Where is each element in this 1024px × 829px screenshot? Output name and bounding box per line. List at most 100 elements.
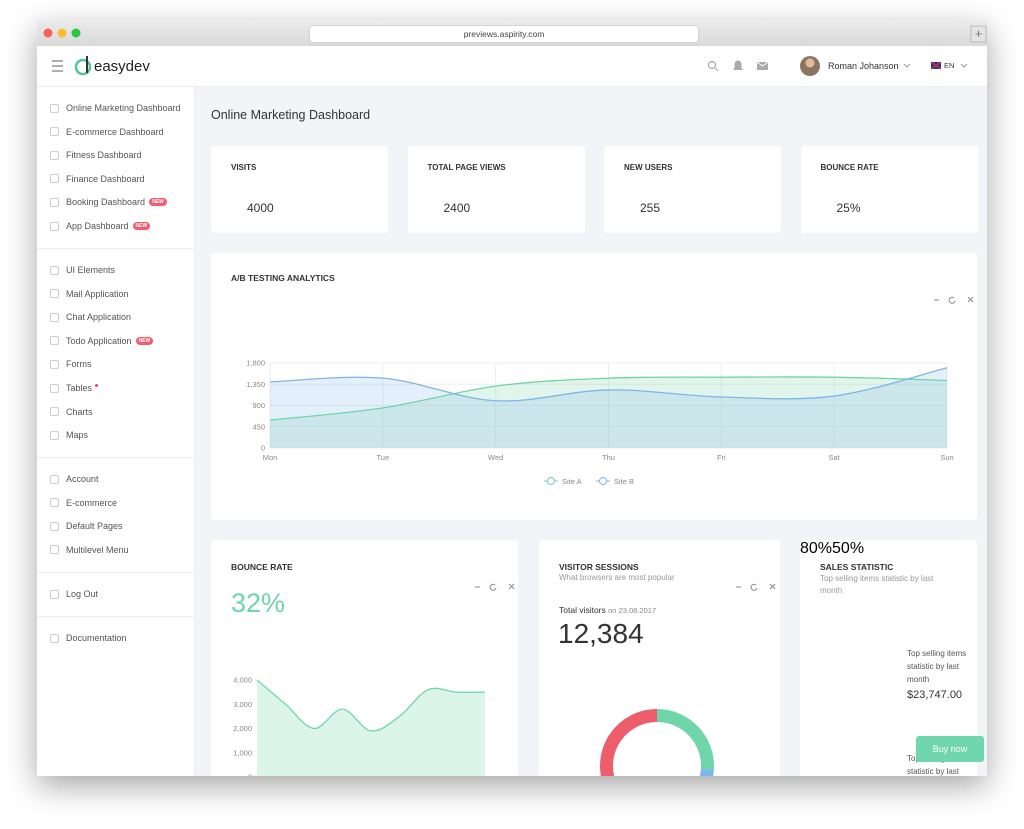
- menu-item[interactable]: Account: [50, 473, 185, 485]
- ab-card: A/B TESTING ANALYTICS 0 450 900 1,350 1,800 M…: [211, 253, 977, 520]
- divider: [37, 572, 194, 573]
- donut-segment: [699, 768, 714, 776]
- close-icon: [769, 583, 776, 590]
- menu-item[interactable]: UI Elements: [50, 264, 185, 276]
- legend-marker: [547, 477, 555, 485]
- x-tick-label: Wed: [488, 453, 503, 462]
- sidebar: Online Marketing Dashboard E-commerce Das…: [37, 87, 195, 776]
- y-tick-label: 0: [248, 773, 252, 777]
- x-tick-label: Thu: [602, 453, 615, 462]
- card-title: A/B TESTING ANALYTICS: [231, 273, 335, 283]
- menu-item[interactable]: Forms: [50, 358, 185, 370]
- menu-icon: [50, 174, 59, 184]
- stat-value: 2400: [443, 201, 471, 215]
- menu-item[interactable]: Maps: [50, 429, 185, 441]
- language[interactable]: EN: [944, 61, 955, 70]
- y-tick-label: 3,000: [233, 700, 252, 709]
- line: [256, 679, 486, 732]
- divider: [37, 616, 194, 617]
- menu-label: Mail Application: [66, 288, 129, 299]
- menu-label: App Dashboard: [66, 221, 129, 231]
- menu-icon: [50, 265, 59, 275]
- sales-graphics: 80%50%: [800, 540, 864, 558]
- card-title: SALES STATISTIC: [820, 562, 894, 572]
- menu-badge: NEW: [149, 198, 167, 207]
- card-title: VISITOR SESSIONS: [559, 562, 639, 572]
- window-controls: +: [43, 25, 987, 43]
- stat-card: VISITS 4000: [211, 146, 388, 233]
- menu-label: Todo Application: [66, 335, 132, 346]
- menu-item[interactable]: Fitness Dashboard: [50, 149, 185, 161]
- menu-icon: [50, 336, 59, 346]
- menu-item[interactable]: Todo Application NEW: [50, 335, 185, 347]
- stat-value: 25%: [836, 201, 861, 215]
- y-tick-label: 1,800: [246, 359, 265, 368]
- menu-label: Log Out: [66, 589, 99, 599]
- stat-card: BOUNCE RATE 25%: [800, 146, 978, 233]
- x-tick-label: Fri: [717, 453, 726, 462]
- menu-icon: [50, 633, 59, 643]
- donut-segment: [600, 709, 657, 776]
- menu-badge: NEW: [132, 222, 151, 230]
- menu-label: E-commerce Dashboard: [66, 126, 164, 137]
- menu-item[interactable]: Multilevel Menu: [50, 544, 185, 556]
- stat-title: TOTAL PAGE VIEWS: [427, 163, 506, 172]
- refresh-icon: [489, 583, 497, 591]
- y-tick-label: 900: [252, 401, 265, 410]
- y-tick-label: 1,350: [246, 380, 265, 389]
- user-name[interactable]: Roman Johanson: [828, 61, 899, 71]
- address-bar[interactable]: previews.aspirity.com: [309, 25, 699, 43]
- x-tick-label: Sat: [829, 453, 841, 462]
- card-title: BOUNCE RATE: [231, 562, 293, 572]
- menu-item[interactable]: E-commerce Dashboard: [50, 126, 185, 138]
- menu-item[interactable]: Chat Application: [50, 311, 185, 323]
- stat-title: BOUNCE RATE: [820, 163, 879, 172]
- card-subtitle: Top selling items statistic by last mont…: [820, 574, 934, 595]
- menu-item[interactable]: Mail Application: [50, 288, 185, 300]
- menu-icon: [50, 127, 59, 137]
- menu-label: Account: [66, 474, 99, 484]
- menu-label: Online Marketing Dashboard: [66, 103, 181, 113]
- menu-icon: [50, 589, 59, 599]
- stat-value: 4000: [247, 201, 274, 215]
- menu-icon: [50, 407, 59, 417]
- menu-item[interactable]: Finance Dashboard: [50, 173, 185, 185]
- y-tick-label: 0: [261, 444, 265, 453]
- visitor-card: VISITOR SESSIONS What browsers are most …: [539, 540, 780, 776]
- menu-item[interactable]: Charts: [50, 406, 185, 418]
- browser-window: + previews.aspirity.com easydev Roman Jo…: [37, 20, 987, 776]
- menu-item[interactable]: Default Pages: [50, 520, 185, 532]
- divider: [37, 248, 194, 249]
- menu-item[interactable]: Tables: [50, 382, 185, 394]
- x-tick-label: Tue: [377, 453, 390, 462]
- menu-label: Maps: [66, 430, 89, 441]
- menu-item[interactable]: Documentation: [50, 632, 185, 644]
- menu-item[interactable]: E-commerce: [50, 497, 185, 509]
- menu-item[interactable]: App Dashboard NEW: [50, 220, 185, 232]
- stat-value: 255: [640, 201, 661, 215]
- legend-label: Site A: [562, 477, 582, 486]
- buy-now-button[interactable]: Buy now: [916, 736, 984, 762]
- card-subtitle: What browsers are most popular: [559, 573, 675, 582]
- total-date: on 23.08.2017: [608, 606, 657, 615]
- menu-item[interactable]: Online Marketing Dashboard: [50, 102, 185, 114]
- menu-label: Finance Dashboard: [66, 173, 145, 184]
- logo[interactable]: easydev: [94, 58, 150, 75]
- menu-icon: [50, 103, 59, 113]
- menu-item[interactable]: Booking Dashboard NEW: [50, 196, 185, 208]
- menu-label: Booking Dashboard: [66, 197, 146, 208]
- menu-icon: [50, 197, 59, 207]
- total-label: Total visitors: [559, 605, 606, 615]
- menu-icon: [50, 430, 59, 440]
- x-tick-label: Mon: [263, 453, 278, 462]
- menu-icon: [50, 383, 59, 393]
- menu-item[interactable]: Log Out: [50, 588, 185, 600]
- x-tick-label: Sun: [940, 453, 953, 462]
- url: previews.aspirity.com: [463, 29, 545, 39]
- y-tick-label: 4,000: [233, 676, 252, 685]
- y-tick-label: 2,000: [233, 724, 252, 733]
- legend-label: Site B: [614, 477, 634, 486]
- menu-label: Documentation: [66, 633, 127, 643]
- menu-icon: [50, 221, 59, 231]
